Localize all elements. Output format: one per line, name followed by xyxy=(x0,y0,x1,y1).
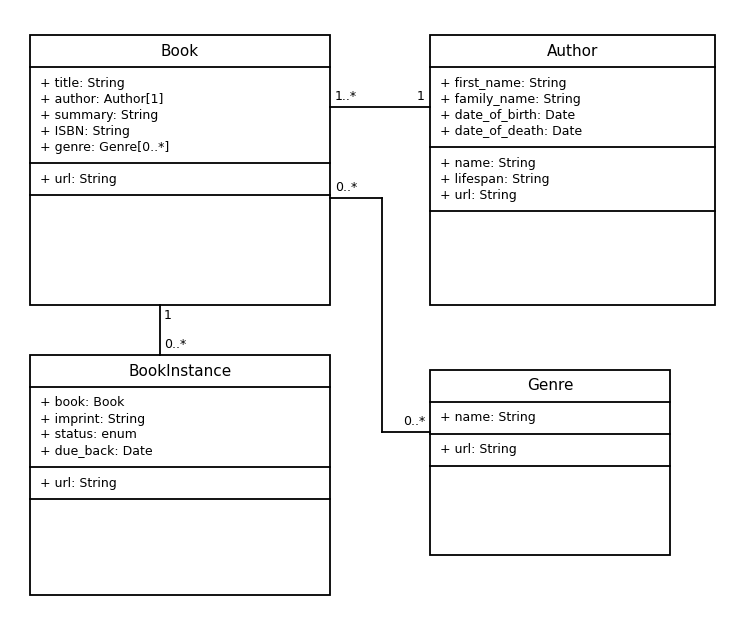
Text: + ISBN: String: + ISBN: String xyxy=(40,125,130,138)
Bar xyxy=(30,35,330,305)
Text: + summary: String: + summary: String xyxy=(40,108,158,122)
Text: 0..*: 0..* xyxy=(335,181,357,194)
Text: + url: String: + url: String xyxy=(440,188,517,202)
Text: + lifespan: String: + lifespan: String xyxy=(440,172,550,185)
Text: + url: String: + url: String xyxy=(440,443,517,456)
Bar xyxy=(430,370,670,555)
Bar xyxy=(30,355,330,595)
Text: 1: 1 xyxy=(164,309,172,322)
Text: BookInstance: BookInstance xyxy=(128,363,231,378)
Text: + url: String: + url: String xyxy=(40,172,116,185)
Text: + imprint: String: + imprint: String xyxy=(40,412,145,425)
Text: 1: 1 xyxy=(417,90,425,103)
Text: + book: Book: + book: Book xyxy=(40,397,125,409)
Text: + name: String: + name: String xyxy=(440,412,536,425)
Text: + genre: Genre[0..*]: + genre: Genre[0..*] xyxy=(40,141,170,154)
Text: Author: Author xyxy=(547,43,598,58)
Text: + date_of_birth: Date: + date_of_birth: Date xyxy=(440,108,575,122)
Text: + title: String: + title: String xyxy=(40,76,125,89)
Text: + url: String: + url: String xyxy=(40,477,116,490)
Bar xyxy=(430,35,715,305)
Text: + name: String: + name: String xyxy=(440,156,536,169)
Text: 0..*: 0..* xyxy=(402,415,425,428)
Text: + family_name: String: + family_name: String xyxy=(440,92,581,105)
Text: + status: enum: + status: enum xyxy=(40,428,137,441)
Text: Genre: Genre xyxy=(527,378,573,394)
Text: Book: Book xyxy=(161,43,199,58)
Text: + first_name: String: + first_name: String xyxy=(440,76,567,89)
Text: + author: Author[1]: + author: Author[1] xyxy=(40,92,164,105)
Text: 1..*: 1..* xyxy=(335,90,357,103)
Text: 0..*: 0..* xyxy=(164,338,186,351)
Text: + due_back: Date: + due_back: Date xyxy=(40,445,153,458)
Text: + date_of_death: Date: + date_of_death: Date xyxy=(440,125,582,138)
